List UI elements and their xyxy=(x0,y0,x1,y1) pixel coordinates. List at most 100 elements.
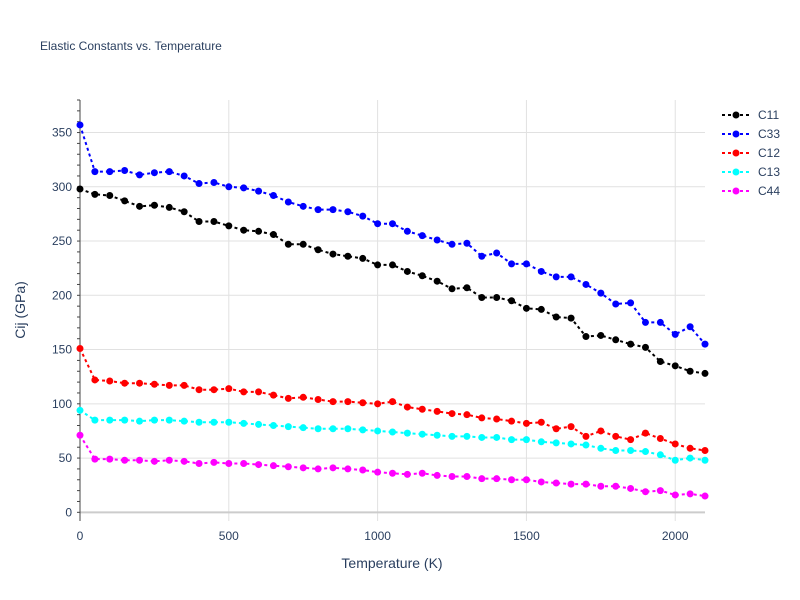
data-point[interactable] xyxy=(641,343,649,351)
data-point[interactable] xyxy=(136,202,144,210)
data-point[interactable] xyxy=(656,318,664,326)
data-point[interactable] xyxy=(195,218,203,226)
data-point[interactable] xyxy=(493,249,501,257)
data-point[interactable] xyxy=(91,416,99,424)
data-point[interactable] xyxy=(106,416,114,424)
data-point[interactable] xyxy=(448,240,456,248)
legend-item-c12[interactable]: C12 xyxy=(722,146,780,160)
data-point[interactable] xyxy=(612,336,620,344)
data-point[interactable] xyxy=(314,425,322,433)
legend-item-c33[interactable]: C33 xyxy=(722,127,780,141)
data-point[interactable] xyxy=(329,206,337,214)
data-point[interactable] xyxy=(463,239,471,247)
data-point[interactable] xyxy=(463,284,471,292)
data-point[interactable] xyxy=(403,429,411,437)
data-point[interactable] xyxy=(522,436,530,444)
data-point[interactable] xyxy=(597,427,605,435)
data-point[interactable] xyxy=(612,432,620,440)
data-point[interactable] xyxy=(671,491,679,499)
data-point[interactable] xyxy=(537,267,545,275)
data-point[interactable] xyxy=(106,191,114,199)
data-point[interactable] xyxy=(195,418,203,426)
data-point[interactable] xyxy=(671,440,679,448)
data-point[interactable] xyxy=(255,420,263,428)
data-point[interactable] xyxy=(240,226,248,234)
data-point[interactable] xyxy=(359,212,367,220)
data-point[interactable] xyxy=(374,261,382,269)
data-point[interactable] xyxy=(522,304,530,312)
data-point[interactable] xyxy=(552,273,560,281)
data-point[interactable] xyxy=(433,431,441,439)
legend-item-c11[interactable]: C11 xyxy=(722,108,779,122)
data-point[interactable] xyxy=(195,386,203,394)
data-point[interactable] xyxy=(627,436,635,444)
data-point[interactable] xyxy=(284,240,292,248)
data-point[interactable] xyxy=(493,475,501,483)
data-point[interactable] xyxy=(552,479,560,487)
data-point[interactable] xyxy=(522,260,530,268)
data-point[interactable] xyxy=(389,398,396,406)
data-point[interactable] xyxy=(433,471,441,479)
data-point[interactable] xyxy=(255,461,263,469)
data-point[interactable] xyxy=(552,425,560,433)
data-point[interactable] xyxy=(344,425,352,433)
data-point[interactable] xyxy=(374,468,382,476)
data-point[interactable] xyxy=(255,388,263,396)
data-point[interactable] xyxy=(344,208,352,216)
data-point[interactable] xyxy=(106,377,114,385)
data-point[interactable] xyxy=(150,201,158,209)
data-point[interactable] xyxy=(612,300,620,308)
data-point[interactable] xyxy=(180,417,188,425)
data-point[interactable] xyxy=(701,369,709,377)
data-point[interactable] xyxy=(522,419,530,427)
data-point[interactable] xyxy=(150,169,158,177)
data-point[interactable] xyxy=(210,218,218,226)
data-point[interactable] xyxy=(701,340,709,348)
data-point[interactable] xyxy=(508,260,516,268)
data-point[interactable] xyxy=(165,168,173,176)
data-point[interactable] xyxy=(389,469,396,477)
data-point[interactable] xyxy=(508,297,516,305)
data-point[interactable] xyxy=(240,419,248,427)
data-point[interactable] xyxy=(582,441,590,449)
data-point[interactable] xyxy=(329,250,337,258)
data-point[interactable] xyxy=(537,478,545,486)
data-point[interactable] xyxy=(284,463,292,471)
data-point[interactable] xyxy=(656,451,664,459)
data-point[interactable] xyxy=(597,482,605,490)
data-point[interactable] xyxy=(314,395,322,403)
data-point[interactable] xyxy=(91,190,99,198)
data-point[interactable] xyxy=(180,381,188,389)
data-point[interactable] xyxy=(627,446,635,454)
data-point[interactable] xyxy=(329,425,337,433)
data-point[interactable] xyxy=(478,414,486,422)
data-point[interactable] xyxy=(508,436,516,444)
data-point[interactable] xyxy=(121,167,129,175)
data-point[interactable] xyxy=(165,381,173,389)
data-point[interactable] xyxy=(627,484,635,492)
data-point[interactable] xyxy=(359,466,367,474)
data-point[interactable] xyxy=(701,446,709,454)
data-point[interactable] xyxy=(463,473,471,481)
data-point[interactable] xyxy=(567,440,575,448)
data-point[interactable] xyxy=(627,340,635,348)
data-point[interactable] xyxy=(76,121,84,129)
data-point[interactable] xyxy=(121,456,129,464)
data-point[interactable] xyxy=(359,399,367,407)
data-point[interactable] xyxy=(269,391,277,399)
data-point[interactable] xyxy=(641,488,649,496)
data-point[interactable] xyxy=(418,405,426,413)
data-point[interactable] xyxy=(121,416,129,424)
data-point[interactable] xyxy=(240,459,248,467)
data-point[interactable] xyxy=(195,459,203,467)
data-point[interactable] xyxy=(686,490,694,498)
data-point[interactable] xyxy=(91,168,99,176)
data-point[interactable] xyxy=(701,456,709,464)
data-point[interactable] xyxy=(448,410,456,418)
data-point[interactable] xyxy=(165,203,173,211)
data-point[interactable] xyxy=(91,376,99,384)
data-point[interactable] xyxy=(537,438,545,446)
data-point[interactable] xyxy=(136,171,144,179)
data-point[interactable] xyxy=(225,459,233,467)
data-point[interactable] xyxy=(686,323,694,331)
